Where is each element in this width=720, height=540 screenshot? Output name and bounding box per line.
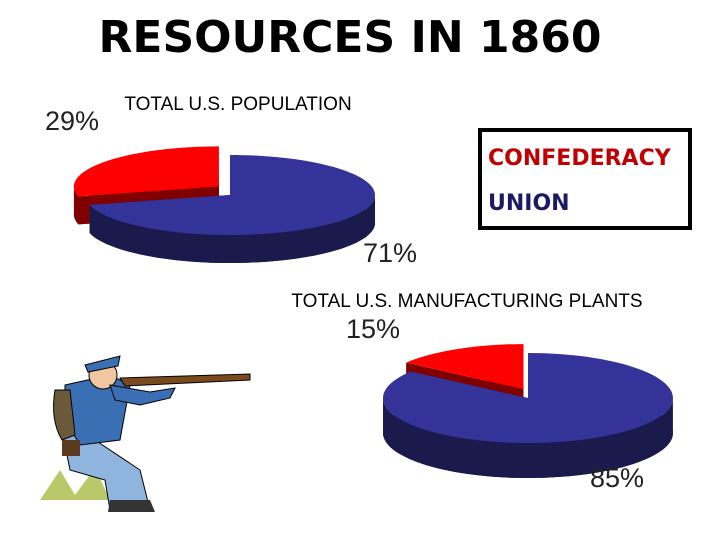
soldier-clipart	[40, 355, 251, 512]
slide-title: RESOURCES IN 1860	[99, 12, 602, 63]
slice	[406, 344, 524, 390]
soldier-arm	[109, 384, 176, 406]
value-label: 71%	[363, 238, 417, 268]
soldier-cap	[84, 355, 121, 373]
boot	[108, 500, 155, 512]
value-label: 29%	[45, 106, 99, 136]
chart-title: TOTAL U.S. POPULATION	[124, 94, 351, 115]
backpack	[53, 389, 76, 441]
legend-box	[478, 128, 692, 230]
legend-entry: CONFEDERACY	[488, 146, 672, 171]
rifle	[119, 373, 251, 387]
slice-side	[73, 186, 79, 225]
slice-side	[89, 195, 375, 263]
slice	[73, 146, 219, 197]
slice	[89, 155, 375, 235]
value-label: 85%	[590, 463, 644, 493]
value-label: 15%	[346, 314, 400, 344]
slice-side	[383, 399, 673, 478]
pouch	[62, 440, 80, 456]
legend-entry: UNION	[488, 191, 570, 216]
chart-title: TOTAL U.S. MANUFACTURING PLANTS	[291, 291, 642, 312]
slice	[383, 353, 673, 443]
